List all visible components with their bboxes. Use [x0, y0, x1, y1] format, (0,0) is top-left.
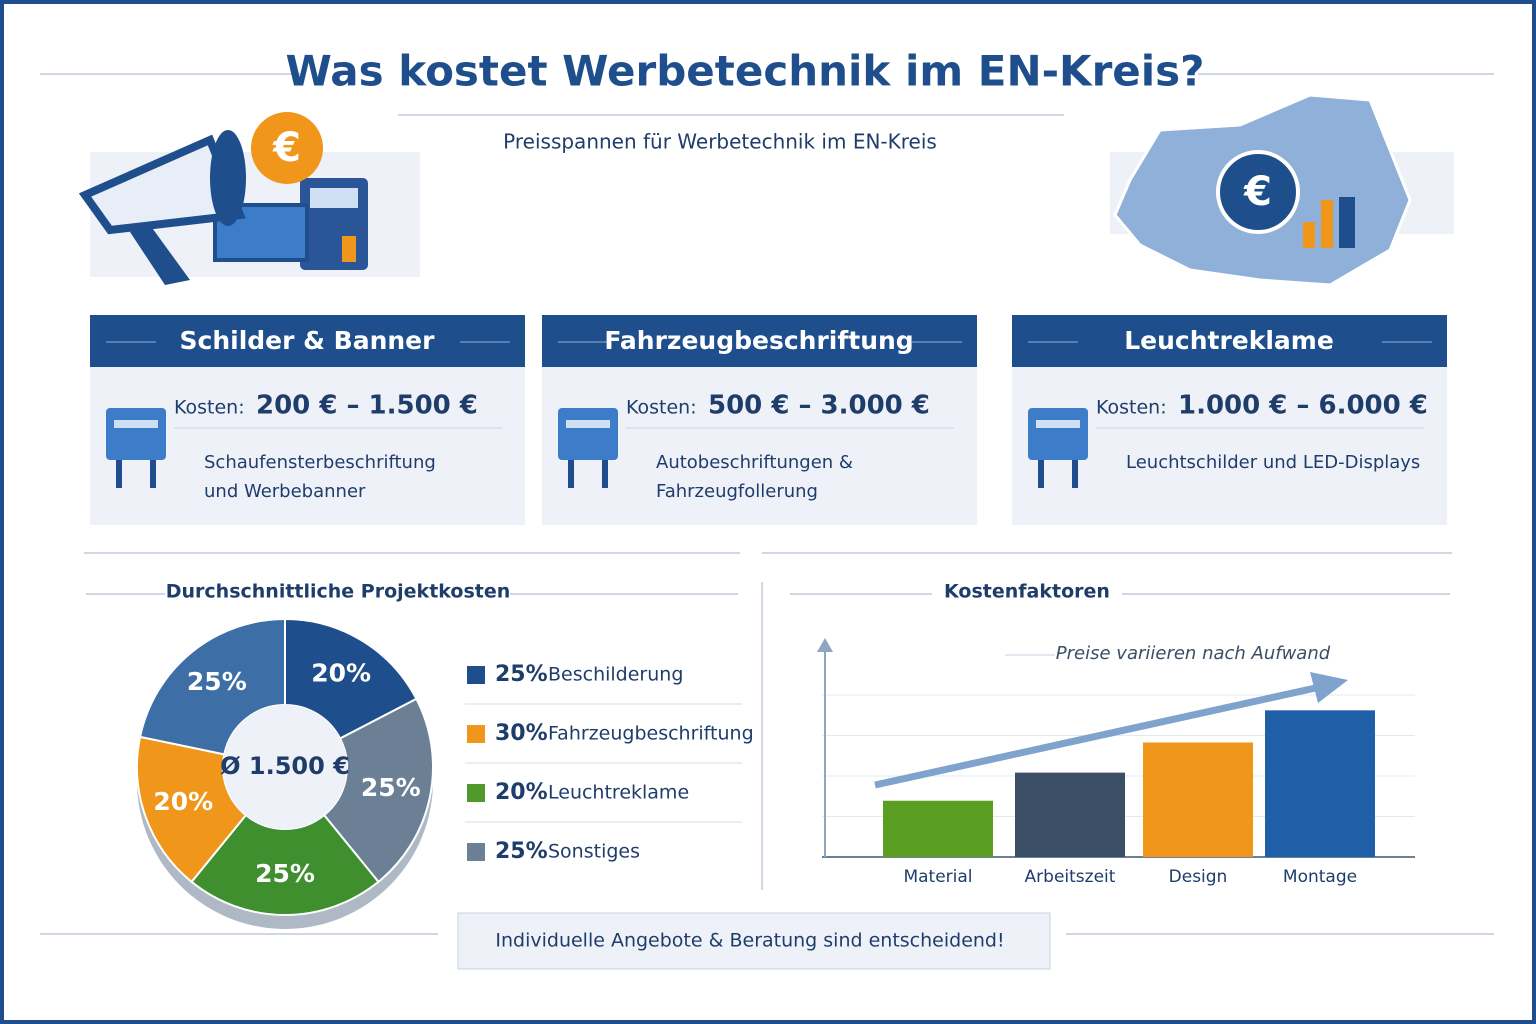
card-icon [602, 460, 608, 488]
card-icon [566, 420, 610, 428]
pie-center [223, 705, 347, 829]
cost-range: 500 € – 3.000 € [708, 391, 930, 421]
legend-swatch [467, 784, 485, 802]
legend-label: Sonstiges [548, 841, 640, 863]
card-icon [150, 460, 156, 488]
annotation: Preise variieren nach Aufwand [1056, 643, 1331, 664]
legend-swatch [467, 843, 485, 861]
bar [883, 800, 993, 857]
card-header [1012, 315, 1447, 367]
x-tick-label: Material [903, 867, 972, 887]
card-icon [1036, 420, 1080, 428]
slice-label: 20% [153, 787, 213, 816]
legend-swatch [467, 725, 485, 743]
x-tick-label: Design [1169, 867, 1228, 887]
chart-title: Kostenfaktoren [944, 581, 1110, 603]
icon-glyph: € [272, 125, 301, 171]
cost-range: 200 € – 1.500 € [256, 391, 478, 421]
slice-label: 25% [187, 667, 247, 696]
legend-value: 25% [495, 662, 548, 687]
bar [1265, 710, 1375, 857]
pie-chart: 20%25%25%20%25%Ø 1.500 €25% Beschilderung… [136, 617, 754, 929]
bar [1015, 772, 1125, 857]
bar-chart: Material Arbeitszeit Design Montage Preise v… [817, 638, 1415, 887]
cards: Schilder & Banner Kosten: 200 € – 1.500 € S… [90, 315, 1447, 525]
legend-label: Beschilderung [548, 664, 683, 686]
slice-label: 25% [255, 859, 315, 888]
bar [1143, 742, 1253, 857]
cost-range: 1.000 € – 6.000 € [1178, 391, 1428, 421]
slice-label: 20% [311, 659, 371, 688]
card-header [90, 315, 525, 367]
legend-swatch [467, 666, 485, 684]
card-icon [568, 460, 574, 488]
card-icon [558, 408, 618, 460]
card-title: Leuchtreklame [1124, 326, 1334, 355]
map-illustration: € [1110, 93, 1454, 287]
slice-label: 25% [361, 773, 421, 802]
trend-arrowhead [1310, 672, 1348, 703]
card-description: Schaufensterbeschriftung [204, 452, 436, 473]
megaphone-illustration: € [78, 112, 420, 285]
x-tick-label: Arbeitszeit [1025, 867, 1116, 887]
card-icon [1038, 460, 1044, 488]
center-label: Ø 1.500 € [220, 752, 350, 780]
card-header [542, 315, 977, 367]
legend-value: 20% [495, 780, 548, 805]
card-icon [1028, 408, 1088, 460]
card-description: und Werbebanner [204, 481, 366, 502]
legend-value: 25% [495, 839, 548, 864]
card-icon [116, 460, 122, 488]
card-icon [1072, 460, 1078, 488]
x-tick-label: Montage [1283, 867, 1357, 887]
card-description: Fahrzeugfollerung [656, 481, 818, 502]
cost-label: Kosten: [626, 397, 697, 419]
axis-arrow [817, 638, 833, 652]
title: Was kostet Werbetechnik im EN-Kreis? [285, 47, 1204, 96]
trend-arrow [874, 683, 1321, 789]
card-description: Leuchtschilder und LED-Displays [1126, 452, 1420, 473]
card-icon [106, 408, 166, 460]
footer-text: Individuelle Angebote & Beratung sind en… [495, 930, 1004, 952]
icon-glyph: € [1243, 169, 1272, 215]
card-title: Fahrzeugbeschriftung [604, 326, 913, 355]
card-icon [114, 420, 158, 428]
legend-value: 30% [495, 721, 548, 746]
cost-label: Kosten: [174, 397, 245, 419]
chart-title: Durchschnittliche Projektkosten [166, 581, 511, 603]
legend-label: Fahrzeugbeschriftung [548, 723, 754, 745]
card-description: Autobeschriftungen & [656, 452, 853, 473]
footer-box [457, 912, 1051, 970]
subtitle: Preisspannen für Werbetechnik im EN-Krei… [503, 130, 937, 154]
card-title: Schilder & Banner [180, 326, 436, 355]
cost-label: Kosten: [1096, 397, 1167, 419]
legend-label: Leuchtreklame [548, 782, 689, 804]
